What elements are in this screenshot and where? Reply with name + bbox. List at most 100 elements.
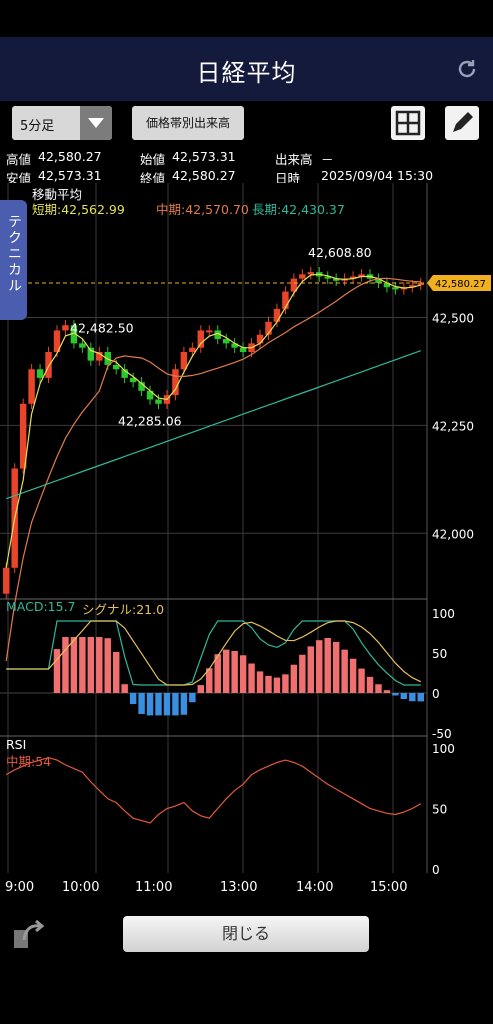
macd-legend: MACD:15.7 [6, 599, 76, 614]
signal-line [6, 620, 422, 686]
signal-legend: シグナル:21.0 [82, 602, 165, 617]
macd-histogram-bar [299, 654, 306, 693]
candle-body [96, 352, 103, 361]
high-value: 42,580.27 [38, 149, 102, 164]
macd-histogram-bar [332, 641, 340, 693]
volume-profile-button[interactable]: 価格帯別出来高 [132, 106, 244, 140]
time-tick-label: 13:00 [220, 880, 257, 895]
rotate-back-icon[interactable] [10, 916, 46, 952]
macd-histogram-bar [163, 693, 171, 716]
rsi-title: RSI [6, 737, 27, 752]
time-tick-label: 14:00 [296, 880, 333, 895]
chart-area[interactable]: 42,500 42,250 42,000 42,580.27 42,482.50 42,2… [0, 183, 493, 903]
macd-histogram-bar [409, 693, 416, 702]
macd-histogram-bar [104, 638, 111, 693]
ma-mid-legend: 中期:42,570.70 [156, 202, 249, 217]
page-title: 日経平均 [196, 59, 297, 87]
price-annotation: 42,608.80 [308, 245, 372, 260]
volume-label: 出来高 [275, 152, 313, 167]
macd-histogram-bar [155, 693, 162, 716]
volume-value: － [321, 152, 334, 167]
candle-body [62, 325, 69, 331]
pencil-icon [453, 112, 473, 132]
candle-body [324, 276, 331, 279]
macd-histogram-bar [222, 649, 230, 693]
macd-histogram-bar [239, 655, 247, 693]
time-tick-label: 9:00 [5, 880, 34, 895]
grid-layout-button[interactable] [391, 106, 425, 140]
macd-histogram-bar [197, 685, 205, 693]
time-tick-label: 11:00 [135, 880, 172, 895]
macd-histogram-bar [358, 668, 365, 693]
candle-body [70, 325, 78, 344]
price-tick-label: 42,500 [432, 311, 474, 325]
candle-body [222, 339, 230, 344]
candle-body [53, 330, 61, 352]
macd-histogram-bar [375, 684, 382, 693]
ma-long-line [6, 350, 421, 500]
candle-body [206, 330, 213, 333]
macd-histogram-bar [273, 677, 281, 693]
ma-mid-line [5, 277, 421, 662]
macd-histogram-bar [307, 646, 315, 693]
candle-body [273, 308, 281, 322]
technical-tab-label: テクニカル [6, 214, 22, 294]
macd-histogram-bar [138, 693, 145, 715]
header-bar: 日経平均 [0, 37, 493, 101]
candle-body [45, 352, 52, 378]
close-button[interactable]: 閉じる [123, 916, 369, 952]
macd-histogram-bar [172, 693, 179, 716]
macd-histogram-bar [70, 637, 78, 693]
macd-histogram-bar [417, 693, 424, 702]
candle-body [256, 334, 264, 344]
macd-histogram-bar [349, 658, 357, 693]
macd-histogram-bar [53, 649, 61, 693]
macd-histogram-bar [290, 664, 298, 693]
macd-histogram-bar [341, 649, 348, 693]
price-tick-label: 42,000 [432, 527, 474, 541]
macd-histogram-bar [231, 651, 238, 693]
ma-title: 移動平均 [32, 187, 83, 202]
rsi-tick-label: 100 [432, 742, 455, 756]
open-value: 42,573.31 [172, 149, 236, 164]
candle-body [87, 347, 95, 361]
draw-button[interactable] [445, 106, 479, 140]
candle-body [172, 369, 179, 396]
macd-histogram-bar [180, 693, 188, 715]
macd-histogram-bar [256, 671, 264, 693]
candle-body [214, 330, 221, 340]
technical-tab[interactable]: テクニカル [0, 200, 27, 320]
candle-body [155, 399, 162, 404]
high-label: 高値 [6, 152, 32, 167]
macd-histogram-bar [129, 693, 137, 705]
macd-histogram-bar [146, 693, 154, 716]
candle-body [417, 282, 424, 286]
candle-body [129, 377, 137, 383]
reload-icon[interactable] [455, 57, 479, 81]
time-tick-label: 10:00 [62, 880, 99, 895]
macd-tick-label: 100 [432, 607, 455, 621]
candle-body [349, 276, 357, 279]
current-price-tag [427, 274, 491, 291]
interval-select[interactable]: 5分足 [12, 106, 112, 140]
candle-body [358, 274, 365, 277]
candle-body [3, 567, 10, 594]
candle-body [138, 382, 145, 391]
ma-short-legend: 短期:42,562.99 [32, 202, 125, 217]
candle-body [409, 285, 416, 288]
candle-body [146, 390, 154, 400]
rsi-tick-label: 0 [432, 863, 440, 877]
macd-tick-label: 50 [432, 647, 447, 661]
macd-histogram-bar [112, 651, 120, 693]
current-price-tag-label: 42,580.27 [435, 279, 486, 290]
macd-histogram-bar [214, 654, 221, 693]
price-annotation: 42,482.50 [70, 321, 134, 336]
macd-line [6, 620, 421, 686]
candle-body [180, 352, 188, 370]
candle-body [332, 278, 340, 281]
price-annotation: 42,285.06 [118, 413, 182, 428]
macd-histogram-bar [87, 637, 95, 693]
candle-body [392, 287, 399, 290]
macd-histogram-bar [282, 674, 289, 693]
macd-histogram-bar [62, 637, 69, 693]
